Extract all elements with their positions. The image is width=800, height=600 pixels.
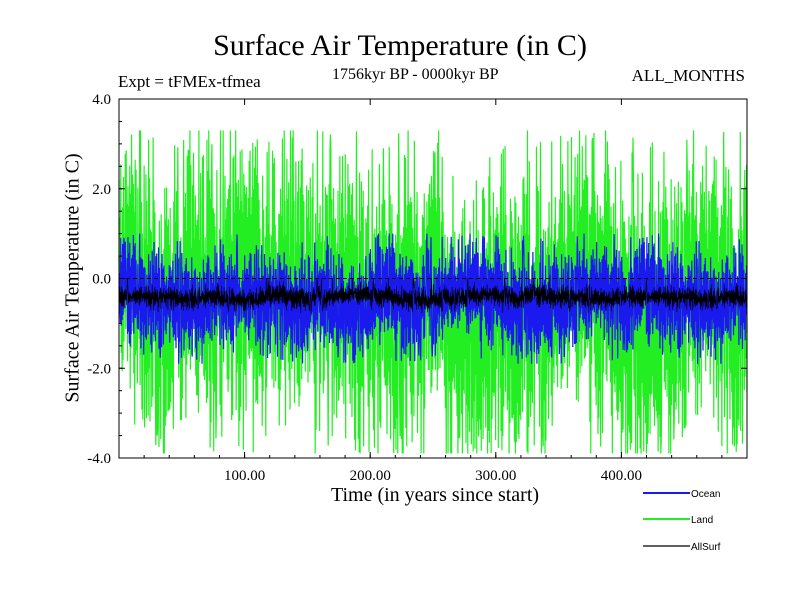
x-tick-label: 400.00 [601,468,642,484]
x-tick-label: 300.00 [475,468,516,484]
y-tick-label: 4.0 [92,92,111,108]
legend-label-land: Land [691,515,713,526]
months-label: ALL_MONTHS [631,66,745,85]
series-allsurf [118,278,748,314]
x-tick-label: 200.00 [350,468,391,484]
legend-label-ocean: Ocean [691,489,720,500]
legend-label-allsurf: AllSurf [691,542,721,553]
experiment-label: Expt = tFMEx-tfmea [118,72,261,91]
x-axis-label: Time (in years since start) [330,484,540,506]
y-tick-label: 0.0 [92,272,111,288]
series-ocean [118,233,748,364]
x-tick-label: 100.00 [224,468,265,484]
y-tick-label: -2.0 [87,361,111,377]
chart-title: Surface Air Temperature (in C) [213,29,587,62]
period-label: 1756kyr BP - 0000kyr BP [332,66,499,83]
y-tick-label: -4.0 [87,451,111,467]
y-tick-label: 2.0 [92,182,111,198]
